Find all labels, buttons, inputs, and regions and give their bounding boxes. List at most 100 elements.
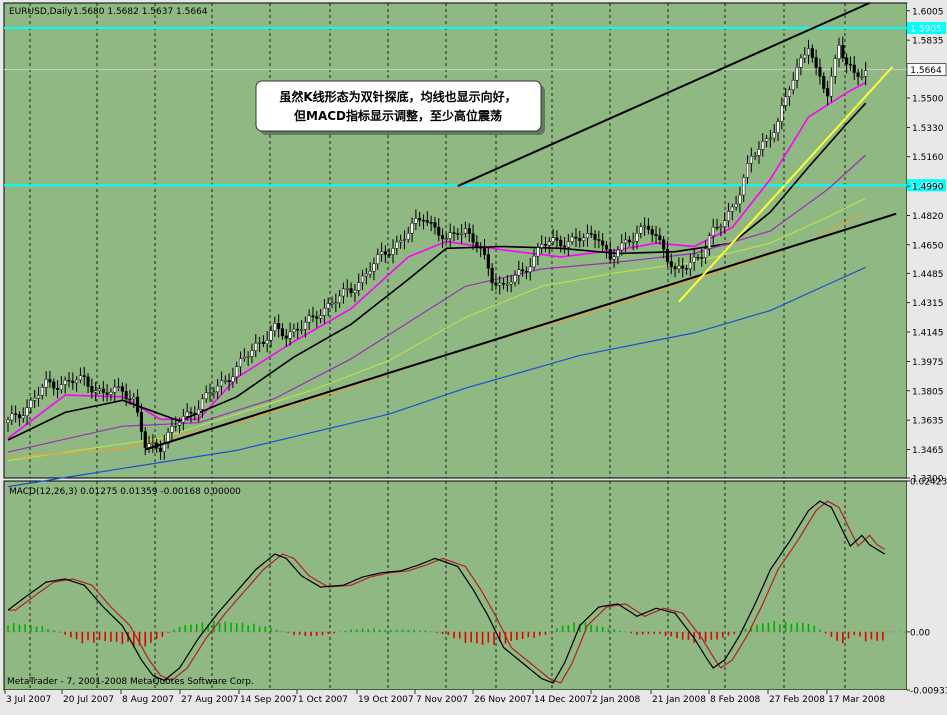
- x-tick-label: 3 Jul 2007: [6, 695, 51, 705]
- candle-body: [266, 340, 269, 344]
- candle-body: [826, 89, 829, 97]
- candle-body: [140, 412, 143, 431]
- chart-ohlc: 1.5680 1.5682 1.5637 1.5664: [73, 7, 208, 17]
- macd-tick-label: 0.00: [910, 628, 930, 638]
- candle-body: [434, 223, 437, 228]
- candle-body: [861, 76, 864, 77]
- candle-body: [354, 290, 357, 292]
- candle-body: [228, 380, 231, 381]
- candle-body: [232, 377, 235, 382]
- candle-body: [457, 234, 460, 235]
- candle-body: [537, 248, 540, 257]
- candle-body: [514, 275, 517, 282]
- candle-body: [186, 412, 189, 416]
- candle-body: [68, 380, 71, 381]
- candle-body: [720, 227, 723, 228]
- candle-body: [563, 246, 566, 247]
- candle-body: [270, 331, 273, 340]
- candle-body: [594, 234, 597, 239]
- candle-body: [777, 122, 780, 133]
- candle-body: [205, 393, 208, 399]
- x-tick-label: 8 Aug 2007: [122, 695, 174, 705]
- candle-body: [243, 357, 246, 358]
- candle-body: [369, 271, 372, 274]
- candle-body: [639, 227, 642, 234]
- candle-body: [281, 329, 284, 336]
- candle-body: [815, 57, 818, 67]
- candle-body: [765, 138, 768, 141]
- candle-body: [716, 227, 719, 228]
- candle-body: [693, 257, 696, 262]
- candle-body: [590, 233, 593, 234]
- candle-body: [14, 414, 17, 415]
- candle-body: [632, 241, 635, 242]
- candle-body: [666, 249, 669, 261]
- candle-body: [578, 238, 581, 240]
- candle-body: [803, 55, 806, 58]
- candle-body: [510, 282, 513, 284]
- candle-body: [845, 58, 848, 64]
- candle-body: [708, 236, 711, 249]
- y-tick-label: 1.4650: [912, 241, 944, 251]
- x-tick-label: 21 Jan 2008: [652, 695, 706, 705]
- candle-body: [617, 250, 620, 257]
- candle-body: [735, 204, 738, 207]
- candle-body: [277, 323, 280, 328]
- candle-body: [498, 283, 501, 285]
- candle-body: [670, 262, 673, 267]
- candle-body: [636, 233, 639, 241]
- candle-body: [758, 149, 761, 155]
- x-tick-label: 20 Jul 2007: [63, 695, 114, 705]
- candle-body: [224, 380, 227, 381]
- candle-body: [521, 270, 524, 271]
- candle-body: [60, 385, 63, 390]
- candle-body: [98, 389, 101, 391]
- candle-body: [247, 356, 250, 357]
- candle-body: [209, 393, 212, 394]
- candle-body: [289, 332, 292, 338]
- candle-body: [83, 376, 86, 377]
- candle-body: [251, 351, 254, 357]
- candle-body: [411, 223, 414, 233]
- candle-body: [235, 367, 238, 377]
- candle-body: [323, 308, 326, 315]
- candle-body: [460, 233, 463, 234]
- candle-body: [464, 229, 467, 234]
- candle-body: [64, 380, 67, 384]
- candle-body: [22, 416, 25, 418]
- x-tick-label: 17 Mar 2008: [828, 695, 885, 705]
- candle-body: [110, 392, 113, 394]
- candle-body: [239, 359, 242, 367]
- annotation-callout: 虽然K线形态为双针探底，均线也显示向好， 但MACD指标显示调整，至少高位震荡: [256, 81, 545, 135]
- x-tick-label: 19 Oct 2007: [358, 695, 414, 705]
- macd-axis: [907, 481, 946, 690]
- candle-body: [45, 379, 48, 387]
- candle-body: [87, 377, 90, 387]
- y-tick-label: 1.4990: [912, 183, 944, 193]
- y-tick-label: 1.4315: [912, 299, 944, 309]
- candle-body: [796, 67, 799, 80]
- x-tick-label: 1 Oct 2007: [298, 695, 348, 705]
- candle-body: [864, 71, 867, 77]
- candle-body: [49, 379, 52, 382]
- candle-body: [11, 414, 14, 420]
- x-tick-label: 14 Sep 2007: [240, 695, 297, 705]
- candle-body: [254, 343, 257, 350]
- candle-body: [700, 257, 703, 258]
- copyright-text: MetaTrader - 7, 2001-2008 MetaQuotes Sof…: [7, 677, 254, 687]
- candle-body: [586, 233, 589, 237]
- candle-body: [723, 221, 726, 227]
- y-tick-label: 1.3975: [912, 358, 944, 368]
- candle-body: [262, 342, 265, 344]
- candle-body: [136, 397, 139, 412]
- x-tick-label: 8 Feb 2008: [710, 695, 761, 705]
- candle-body: [453, 233, 456, 234]
- candle-body: [502, 283, 505, 284]
- candle-body: [647, 226, 650, 229]
- candle-body: [628, 240, 631, 242]
- candle-body: [559, 240, 562, 246]
- candle-body: [300, 329, 303, 330]
- candle-body: [834, 59, 837, 77]
- candle-body: [742, 177, 745, 195]
